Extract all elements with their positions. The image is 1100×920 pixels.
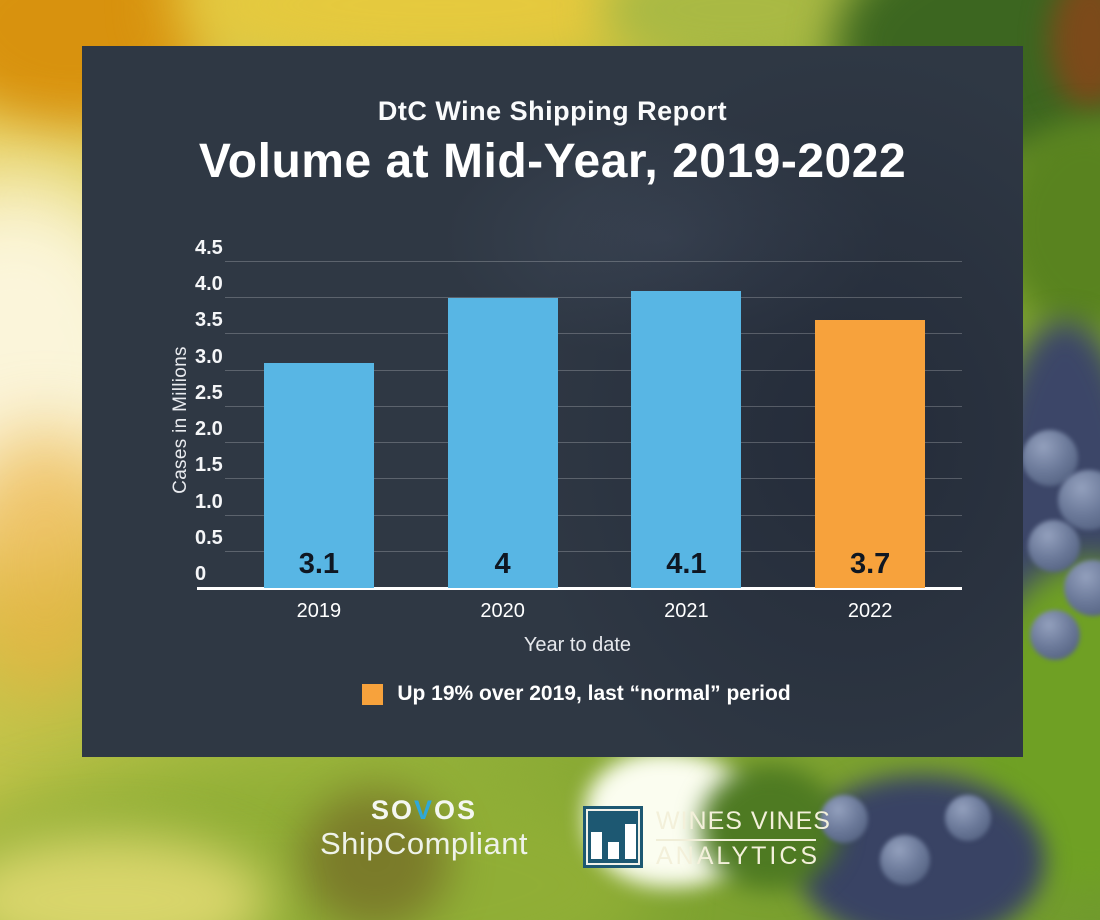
bar-2020: 4 xyxy=(447,298,558,588)
x-axis-line xyxy=(197,587,962,590)
sovos-wordmark: SOVOS xyxy=(296,794,552,826)
sovos-wordmark-part: SO xyxy=(370,795,414,825)
chart-title: Volume at Mid-Year, 2019-2022 xyxy=(198,135,907,188)
gridline xyxy=(225,478,962,480)
sovos-shipcompliant-logo: SOVOS ShipCompliant xyxy=(296,794,552,862)
x-tick-label: 2022 xyxy=(847,600,893,622)
sovos-v-mark: V xyxy=(413,795,434,825)
gridline xyxy=(225,405,962,407)
gridline xyxy=(225,261,962,262)
plot-area: Cases in Millions Year to date 0 0.5 1.0 1.… xyxy=(170,238,962,656)
y-tick-label: 1.5 xyxy=(195,454,223,477)
wva-analytics: ANALYTICS xyxy=(656,841,821,870)
gridline xyxy=(225,550,962,552)
gridline xyxy=(225,333,962,335)
y-tick-label: 3.5 xyxy=(195,309,223,332)
report-kicker: DtC Wine Shipping Report xyxy=(377,96,728,126)
bar-chart-icon-bar xyxy=(607,842,619,859)
bar-2021: 4.1 xyxy=(631,290,742,588)
grape-berry xyxy=(1058,470,1100,530)
legend: Up 19% over 2019, last “normal” period xyxy=(106,682,1047,706)
x-axis-title: Year to date xyxy=(523,634,632,656)
grape-berry xyxy=(945,795,991,841)
bar-2019: 3.1 xyxy=(263,363,374,588)
gridline xyxy=(225,369,962,371)
grape-berry xyxy=(880,835,930,885)
wva-divider xyxy=(656,838,816,841)
x-tick-label: 2020 xyxy=(480,600,525,622)
legend-swatch xyxy=(362,683,384,705)
grape-berry xyxy=(1030,610,1080,660)
shipcompliant-wordmark: ShipCompliant xyxy=(319,826,529,862)
chart-header: DtC Wine Shipping Report Volume at Mid-Y… xyxy=(82,96,1023,189)
y-tick-label: 2.5 xyxy=(195,381,223,404)
y-tick-label: 1.0 xyxy=(195,490,223,513)
gridline xyxy=(225,442,962,444)
bar-value-label: 3.1 xyxy=(298,548,340,580)
bar-2022: 3.7 xyxy=(815,319,926,588)
y-tick-label: 0.5 xyxy=(195,526,223,549)
y-tick-label: 2.0 xyxy=(195,418,223,441)
wva-name: WINES VINES xyxy=(656,807,831,835)
gridline xyxy=(225,514,962,516)
chart-panel: DtC Wine Shipping Report Volume at Mid-Y… xyxy=(82,46,1023,757)
bar-chart-icon-bar xyxy=(590,832,602,859)
bar-value-label: 3.7 xyxy=(849,548,891,580)
grape-berry xyxy=(1028,520,1080,572)
bar-chart-icon xyxy=(583,806,643,868)
legend-label: Up 19% over 2019, last “normal” period xyxy=(397,682,791,705)
y-tick-label: 4.5 xyxy=(195,237,223,259)
bar-chart-icon-bar xyxy=(624,824,636,859)
x-tick-label: 2021 xyxy=(664,600,709,622)
gridline xyxy=(225,297,962,299)
y-axis-title: Cases in Millions xyxy=(170,346,191,494)
bar-value-label: 4.1 xyxy=(666,548,707,580)
y-tick-label: 0 xyxy=(195,563,207,585)
bar-value-label: 4 xyxy=(494,548,511,580)
wva-wordmark: WINES VINES ANALYTICS xyxy=(656,806,831,870)
green-leaf-bottom-center xyxy=(700,765,840,890)
y-tick-label: 3.0 xyxy=(195,345,223,368)
wines-vines-analytics-logo: WINES VINES ANALYTICS xyxy=(583,806,831,870)
vine-trunks-blur xyxy=(300,790,450,920)
x-tick-label: 2019 xyxy=(296,600,342,622)
y-tick-label: 4.0 xyxy=(195,273,223,296)
sovos-wordmark-part: OS xyxy=(434,795,478,825)
grape-berry xyxy=(820,795,868,843)
